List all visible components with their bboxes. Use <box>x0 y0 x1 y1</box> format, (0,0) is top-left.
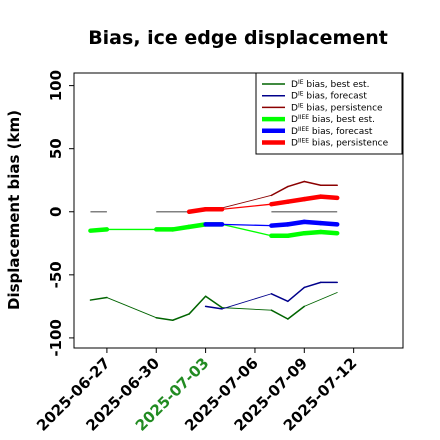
series-segment <box>269 222 291 228</box>
series-segment <box>155 316 174 321</box>
series-segment <box>318 194 340 201</box>
y-tick-label: 50 <box>47 138 65 159</box>
legend-entry: DIIEE bias, forecast <box>291 126 373 137</box>
y-axis-ticks: 100 50 0 -50 -100 <box>47 70 74 357</box>
series-segment <box>204 295 223 309</box>
series-segment <box>287 286 306 303</box>
series-segment <box>221 307 272 311</box>
series-segment <box>88 227 110 233</box>
legend-entry: DIIEE bias, persistence <box>291 138 389 149</box>
series-segment <box>186 222 208 230</box>
series-segment <box>270 309 289 320</box>
chart-title: Bias, ice edge displacement <box>88 27 388 49</box>
series-segment <box>186 206 208 215</box>
legend-entry: DIIEE bias, best est. <box>291 114 375 125</box>
series-segment <box>303 292 338 307</box>
series-segment <box>285 230 307 238</box>
series-segment <box>287 305 306 320</box>
series-segment <box>269 199 291 207</box>
legend-entry: DIE bias, persistence <box>291 102 383 113</box>
series-segment <box>302 219 323 226</box>
series-segment <box>287 180 306 188</box>
series-segment <box>285 219 307 227</box>
series-segment <box>221 223 273 237</box>
series-1 <box>89 292 338 321</box>
plot-frame <box>73 72 404 349</box>
y-tick-label: 100 <box>47 70 65 101</box>
series-segment <box>106 297 157 319</box>
series-segment <box>221 194 272 209</box>
series-segment <box>270 293 289 303</box>
series-segment <box>188 295 207 315</box>
series-segment <box>303 180 322 187</box>
series-segment <box>221 293 272 310</box>
series-segment <box>221 223 273 227</box>
series-segment <box>89 296 108 301</box>
series-segment <box>318 229 340 236</box>
series-segment <box>302 194 323 202</box>
series-segment <box>303 281 322 289</box>
y-axis-label: Displacement bias (km) <box>5 110 23 310</box>
plot-area <box>88 180 340 321</box>
y-tick-label: -100 <box>47 319 65 357</box>
series-segment <box>204 305 223 310</box>
series-segment <box>270 185 289 197</box>
series-segment <box>221 203 273 210</box>
legend-entry: DIE bias, best est. <box>291 79 369 90</box>
series-segment <box>318 220 340 227</box>
series-segment <box>170 224 192 232</box>
series-6 <box>186 194 340 215</box>
y-tick-label: 0 <box>47 207 65 217</box>
x-axis-ticks: 2025-06-272025-06-302025-07-032025-07-06… <box>33 348 360 435</box>
series-segment <box>285 196 307 204</box>
series-segment <box>302 229 323 236</box>
legend-entry: DIE bias, forecast <box>291 91 367 102</box>
legend: DIE bias, best est.DIE bias, forecastDIE… <box>255 72 403 155</box>
series-segment <box>171 313 190 321</box>
y-tick-label: -50 <box>47 261 65 288</box>
series-5 <box>203 219 340 228</box>
series-2 <box>204 281 338 310</box>
